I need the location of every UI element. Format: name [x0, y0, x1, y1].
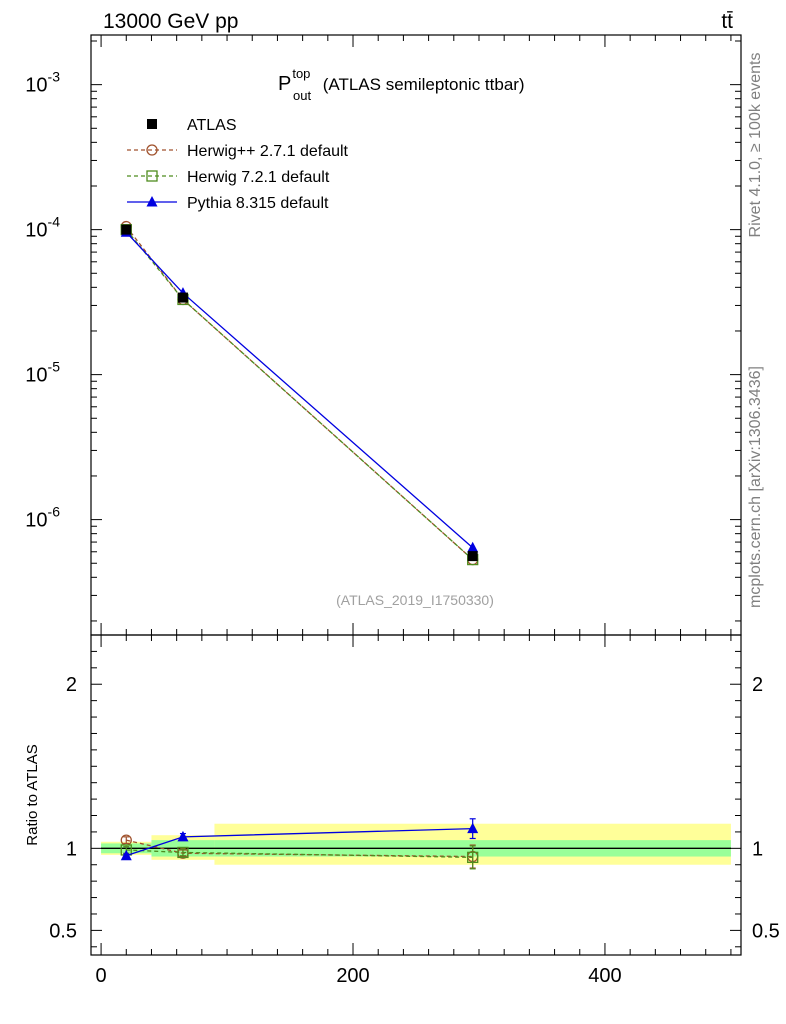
- pythia-8-315-default-ratio-point: [120, 849, 132, 861]
- legend-label: Herwig++ 2.7.1 default: [187, 143, 349, 160]
- ratio-tick-label: 0.5: [49, 920, 77, 942]
- analysis-watermark: (ATLAS_2019_I1750330): [336, 592, 494, 608]
- ratio-series-pythia-8-315-default: [120, 818, 479, 861]
- y-tick-base: 10: [25, 75, 47, 97]
- y-tick-exponent: -6: [48, 504, 61, 520]
- pythia-8-315-default-line: [125, 231, 474, 549]
- y-tick-label: 10-6: [25, 504, 60, 532]
- legend-marker: [146, 170, 158, 182]
- title-subscript: out: [293, 88, 311, 103]
- legend-item-herwig-2-7-1-default: Herwig++ 2.7.1 default: [127, 143, 349, 160]
- ratio-tick-label-right: 2: [752, 674, 763, 696]
- y-tick-exponent: -3: [48, 69, 61, 85]
- title-superscript: top: [292, 66, 310, 81]
- herwig-7-2-1-default-ratio-point: [177, 846, 189, 859]
- y-tick-label: 10-3: [25, 69, 60, 97]
- pythia-8-315-default-point: [467, 541, 479, 553]
- title-main: P: [278, 73, 291, 95]
- ratio-tick-label: 1: [66, 838, 77, 860]
- legend-label: Herwig 7.2.1 default: [187, 169, 330, 186]
- legend-marker: [147, 119, 157, 129]
- legend-item-herwig-7-2-1-default: Herwig 7.2.1 default: [127, 169, 330, 186]
- main-panel: 10-610-510-410-3 Ptop out (ATLAS semilept…: [25, 34, 742, 636]
- herwig-7-2-1-default-ratio-point: [467, 851, 479, 864]
- header-left: 13000 GeV pp: [103, 10, 238, 33]
- x-tick-label: 0: [96, 965, 107, 987]
- rivet-label: Rivet 4.1.0, ≥ 100k events: [747, 53, 764, 238]
- ratio-tick-label: 2: [66, 674, 77, 696]
- atlas-point: [177, 292, 188, 303]
- series-herwig-7-2-1-default: [120, 223, 479, 566]
- legend-label: Pythia 8.315 default: [187, 195, 329, 212]
- x-tick-label: 400: [588, 965, 621, 987]
- herwig-2-7-1-default-line: [125, 226, 474, 561]
- y-tick-exponent: -5: [48, 359, 61, 375]
- y-tick-base: 10: [25, 220, 47, 242]
- pythia-8-315-default-ratio-point: [177, 830, 189, 842]
- ratio-series-herwig-7-2-1-default: [120, 844, 479, 870]
- ratio-panel: 0.5 0.5 1 1 2 2 Ratio to ATLAS: [24, 634, 780, 956]
- ratio-tick-label-right: 0.5: [752, 920, 780, 942]
- y-tick-exponent: -4: [48, 214, 61, 230]
- legend-label: ATLAS: [187, 117, 237, 134]
- legend-marker: [146, 144, 158, 156]
- legend-item-atlas: ATLAS: [147, 117, 237, 134]
- y-tick-label: 10-4: [25, 214, 60, 242]
- series-pythia-8-315-default: [120, 226, 479, 553]
- atlas-point: [121, 224, 132, 235]
- y-tick-base: 10: [25, 365, 47, 387]
- y-tick-base: 10: [25, 510, 47, 532]
- legend-marker: [146, 196, 158, 207]
- x-tick-label: 200: [336, 965, 369, 987]
- series-atlas: [121, 224, 478, 562]
- legend: ATLAS Herwig++ 2.7.1 default Herwig 7.2.1 …: [127, 117, 349, 212]
- ratio-ylabel: Ratio to ATLAS: [24, 744, 41, 845]
- legend-item-pythia-8-315-default: Pythia 8.315 default: [127, 195, 329, 212]
- chart-title: Ptop out (ATLAS semileptonic ttbar): [278, 66, 525, 103]
- title-rest: (ATLAS semileptonic ttbar): [318, 75, 525, 94]
- ratio-panel-frame: [90, 634, 742, 956]
- series-herwig-2-7-1-default: [120, 220, 479, 566]
- atlas-point: [467, 551, 478, 562]
- pythia-8-315-default-ratio-point: [467, 822, 479, 834]
- herwig-7-2-1-default-line: [125, 229, 474, 561]
- mcplots-label: mcplots.cern.ch [arXiv:1306.3436]: [747, 366, 764, 608]
- ratio-tick-label-right: 1: [752, 838, 763, 860]
- y-tick-label: 10-5: [25, 359, 60, 387]
- header-right: tt̄: [721, 10, 733, 33]
